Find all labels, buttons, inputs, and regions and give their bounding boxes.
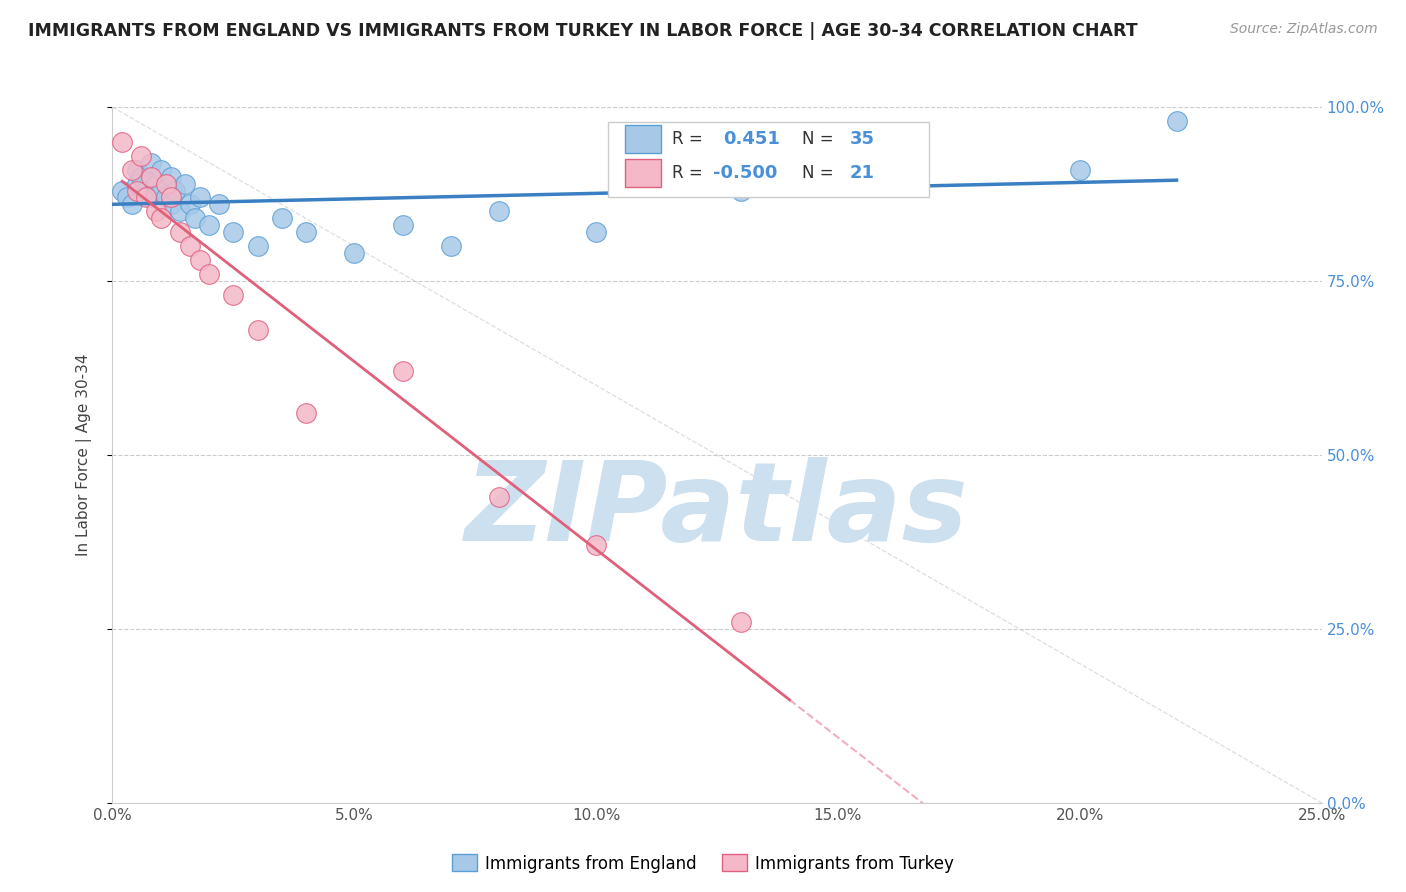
Point (222, 225, 245, 239)
Text: ZIPatlas: ZIPatlas (465, 457, 969, 564)
Point (149, 184, 172, 198)
Point (141, 169, 163, 184)
Point (1069, 162, 1091, 177)
Text: N =: N = (801, 130, 834, 148)
Point (125, 184, 148, 198)
Point (159, 190, 181, 204)
Point (198, 267, 221, 281)
Point (159, 197, 181, 211)
Point (121, 197, 143, 211)
Point (188, 253, 211, 268)
Text: IMMIGRANTS FROM ENGLAND VS IMMIGRANTS FROM TURKEY IN LABOR FORCE | AGE 30-34 COR: IMMIGRANTS FROM ENGLAND VS IMMIGRANTS FR… (28, 22, 1137, 40)
FancyBboxPatch shape (609, 122, 929, 197)
Y-axis label: In Labor Force | Age 30-34: In Labor Force | Age 30-34 (76, 353, 91, 557)
Point (585, 538, 607, 552)
Text: N =: N = (801, 164, 834, 182)
Point (149, 211, 172, 226)
Point (115, 190, 138, 204)
Point (183, 211, 205, 226)
Point (145, 204, 167, 219)
Point (141, 155, 163, 169)
Point (131, 149, 153, 163)
Point (179, 197, 201, 211)
Point (198, 219, 221, 233)
Point (111, 135, 134, 149)
Point (270, 211, 292, 226)
Text: 21: 21 (851, 164, 875, 182)
Point (174, 177, 197, 191)
Point (730, 184, 752, 198)
Point (111, 184, 134, 198)
Point (391, 219, 413, 233)
Point (208, 197, 231, 211)
FancyBboxPatch shape (626, 159, 661, 187)
Point (125, 162, 148, 177)
Point (246, 323, 269, 337)
Point (169, 204, 191, 219)
Text: R =: R = (672, 130, 703, 148)
Point (165, 184, 187, 198)
Point (295, 406, 318, 420)
Point (141, 190, 163, 204)
Point (155, 190, 177, 204)
Point (222, 288, 245, 302)
Point (488, 490, 510, 504)
Point (391, 364, 413, 378)
Point (159, 169, 181, 184)
Point (585, 225, 607, 239)
Point (440, 239, 463, 253)
Text: Source: ZipAtlas.com: Source: ZipAtlas.com (1230, 22, 1378, 37)
Point (121, 162, 143, 177)
Point (169, 225, 191, 239)
Text: R =: R = (672, 164, 703, 182)
Point (488, 204, 510, 219)
Point (149, 162, 172, 177)
Point (179, 239, 201, 253)
Point (295, 225, 318, 239)
Point (135, 190, 157, 204)
Point (188, 190, 211, 204)
Point (155, 177, 177, 191)
Point (246, 239, 269, 253)
Text: -0.500: -0.500 (713, 164, 778, 182)
Text: 0.451: 0.451 (723, 130, 780, 148)
Text: 35: 35 (851, 130, 875, 148)
Point (730, 615, 752, 629)
FancyBboxPatch shape (626, 125, 661, 153)
Point (1166, 114, 1188, 128)
Legend: Immigrants from England, Immigrants from Turkey: Immigrants from England, Immigrants from… (446, 847, 960, 880)
Point (135, 184, 157, 198)
Point (125, 177, 148, 191)
Point (145, 177, 167, 191)
Point (343, 246, 366, 260)
Point (131, 169, 153, 184)
